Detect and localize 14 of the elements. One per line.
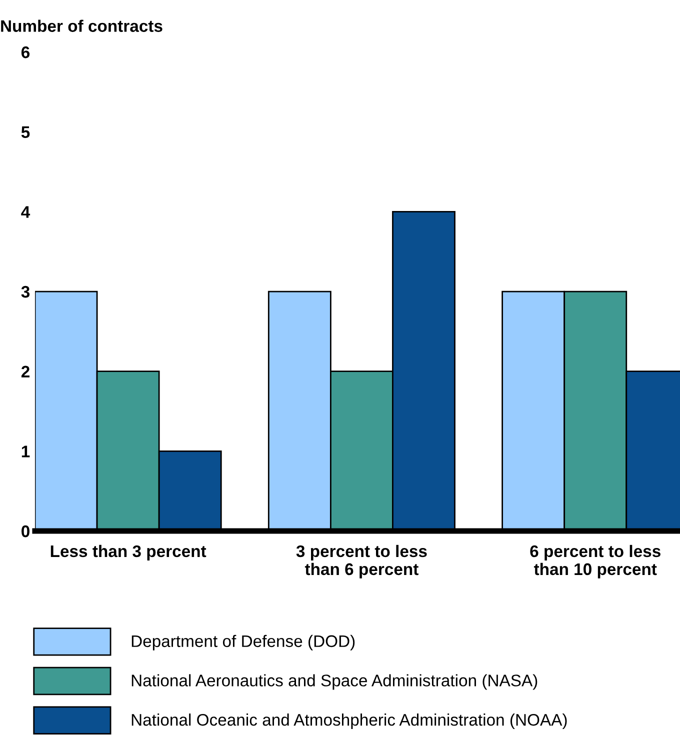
legend-label: Department of Defense (DOD)	[132, 634, 355, 650]
x-tick-label: 6 percent to less than 10 percent	[530, 544, 660, 578]
x-tick-label: Less than 3 percent	[50, 544, 206, 560]
legend-label: National Aeronautics and Space Administration (NASA)	[132, 674, 538, 690]
y-tick-label: 5	[21, 126, 30, 138]
y-tick-label: 0	[22, 525, 30, 538]
legend-label: National Oceanic and Atmoshpheric Administration (NOAA)	[132, 714, 567, 730]
y-tick-label: 1	[22, 446, 30, 458]
x-tick-label: 3 percent to less than 6 percent	[296, 544, 427, 578]
y-tick-label: 3	[21, 286, 30, 298]
y-tick-label: 2	[21, 366, 30, 378]
y-tick-label: 4	[21, 206, 30, 218]
y-tick-label: 6	[21, 46, 30, 58]
y-axis-title: Number of contracts	[1, 20, 162, 32]
